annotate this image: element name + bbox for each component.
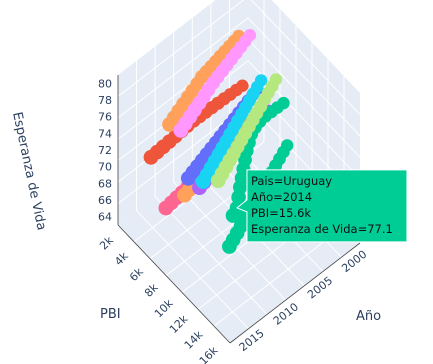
y-tick-label: 16k <box>197 344 221 364</box>
tooltip-box <box>235 169 408 243</box>
data-points[interactable] <box>143 29 294 254</box>
grid-line <box>136 210 249 330</box>
grid-line <box>117 0 245 97</box>
z-tick-label: 66 <box>98 194 112 207</box>
y-tick-label: 10k <box>152 296 176 320</box>
grid-line <box>250 0 361 115</box>
tooltip-line: Pais=Uruguay <box>251 174 332 188</box>
data-point[interactable] <box>210 173 226 189</box>
tooltip-line: Esperanza de Vida=77.1 <box>251 222 393 236</box>
grid-line <box>117 17 249 119</box>
z-tick-label: 78 <box>98 94 112 107</box>
data-point[interactable] <box>158 200 174 216</box>
y-tick-label: 12k <box>167 312 191 336</box>
y-tick-label: 4k <box>112 249 131 268</box>
hover-tooltip: Pais=Uruguay Año=2014 PBI=15.6k Esperanza d… <box>235 169 408 243</box>
z-axis-title: Esperanza de Vida <box>9 111 49 232</box>
y-tick-label: 8k <box>142 281 161 300</box>
y-axis-title: PBI <box>100 307 121 322</box>
axis-edge <box>117 224 231 344</box>
data-point[interactable] <box>180 170 196 186</box>
y-tick-label: 2k <box>97 233 116 252</box>
axis-edge <box>229 242 361 344</box>
data-point[interactable] <box>222 239 237 254</box>
data-point[interactable] <box>162 117 178 132</box>
data-point[interactable] <box>231 189 246 205</box>
data-point[interactable] <box>225 208 241 223</box>
grid-line <box>213 225 345 327</box>
z-tick-label: 72 <box>98 144 112 157</box>
x-axis-title: Año <box>356 309 381 324</box>
axis-edges <box>117 75 361 344</box>
z-tick-label: 74 <box>98 127 112 140</box>
z-tick-label: 76 <box>98 111 112 124</box>
data-point[interactable] <box>173 122 189 138</box>
tooltip-line: Año=2014 <box>251 190 312 204</box>
grid-line <box>247 17 361 137</box>
grid-line <box>154 196 268 315</box>
y-tick-label: 6k <box>127 265 146 284</box>
z-tick-label: 64 <box>98 211 112 224</box>
data-point[interactable] <box>177 187 193 203</box>
data-point[interactable] <box>195 174 211 189</box>
z-tick-label: 68 <box>98 177 112 190</box>
data-point[interactable] <box>143 149 159 165</box>
grid-line <box>247 38 361 158</box>
z-tick-label: 70 <box>98 161 112 174</box>
y-tick-label: 14k <box>182 328 206 352</box>
tooltip-line: PBI=15.6k <box>251 206 311 220</box>
z-tick-label: 80 <box>98 77 112 90</box>
